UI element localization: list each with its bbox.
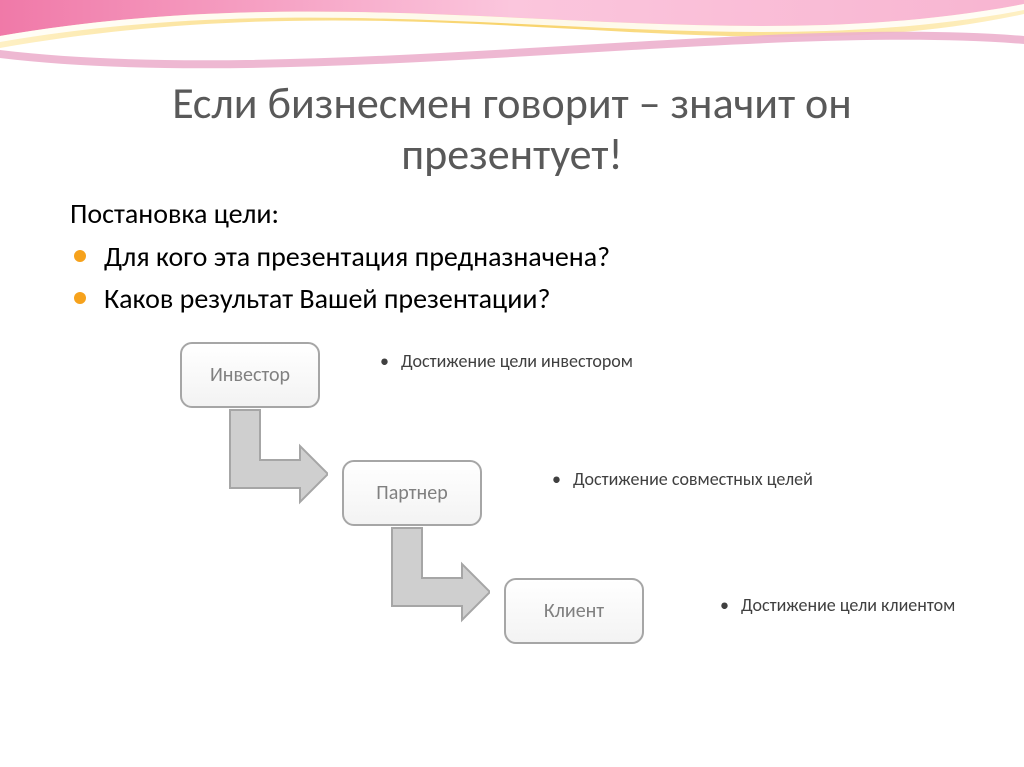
flow-arrow-icon xyxy=(380,520,490,630)
slide-title: Если бизнесмен говорит – значит он презе… xyxy=(60,78,964,179)
bullet-item: Для кого эта презентация предназначена? xyxy=(70,236,610,278)
flow-node-label: Партнер xyxy=(376,481,447,505)
bullet-item: Каков результат Вашей презентации? xyxy=(70,278,610,320)
flow-desc: Достижение совместных целей xyxy=(552,468,832,491)
flow-node-label: Клиент xyxy=(544,599,604,623)
flow-node-client: Клиент xyxy=(504,578,644,644)
flow-diagram: Инвестор Партнер Клиент Достижение цели … xyxy=(0,330,1024,730)
flow-node-label: Инвестор xyxy=(210,363,290,387)
flow-desc: Достижение цели клиентом xyxy=(720,594,980,617)
bullet-list: Для кого эта презентация предназначена? … xyxy=(70,236,610,320)
flow-node-partner: Партнер xyxy=(342,460,482,526)
flow-node-investor: Инвестор xyxy=(180,342,320,408)
subhead: Постановка цели: xyxy=(70,196,279,231)
flow-arrow-icon xyxy=(218,402,328,512)
slide: { "colors": { "title": "#595959", "body"… xyxy=(0,0,1024,767)
flow-desc: Достижение цели инвестором xyxy=(380,350,640,373)
